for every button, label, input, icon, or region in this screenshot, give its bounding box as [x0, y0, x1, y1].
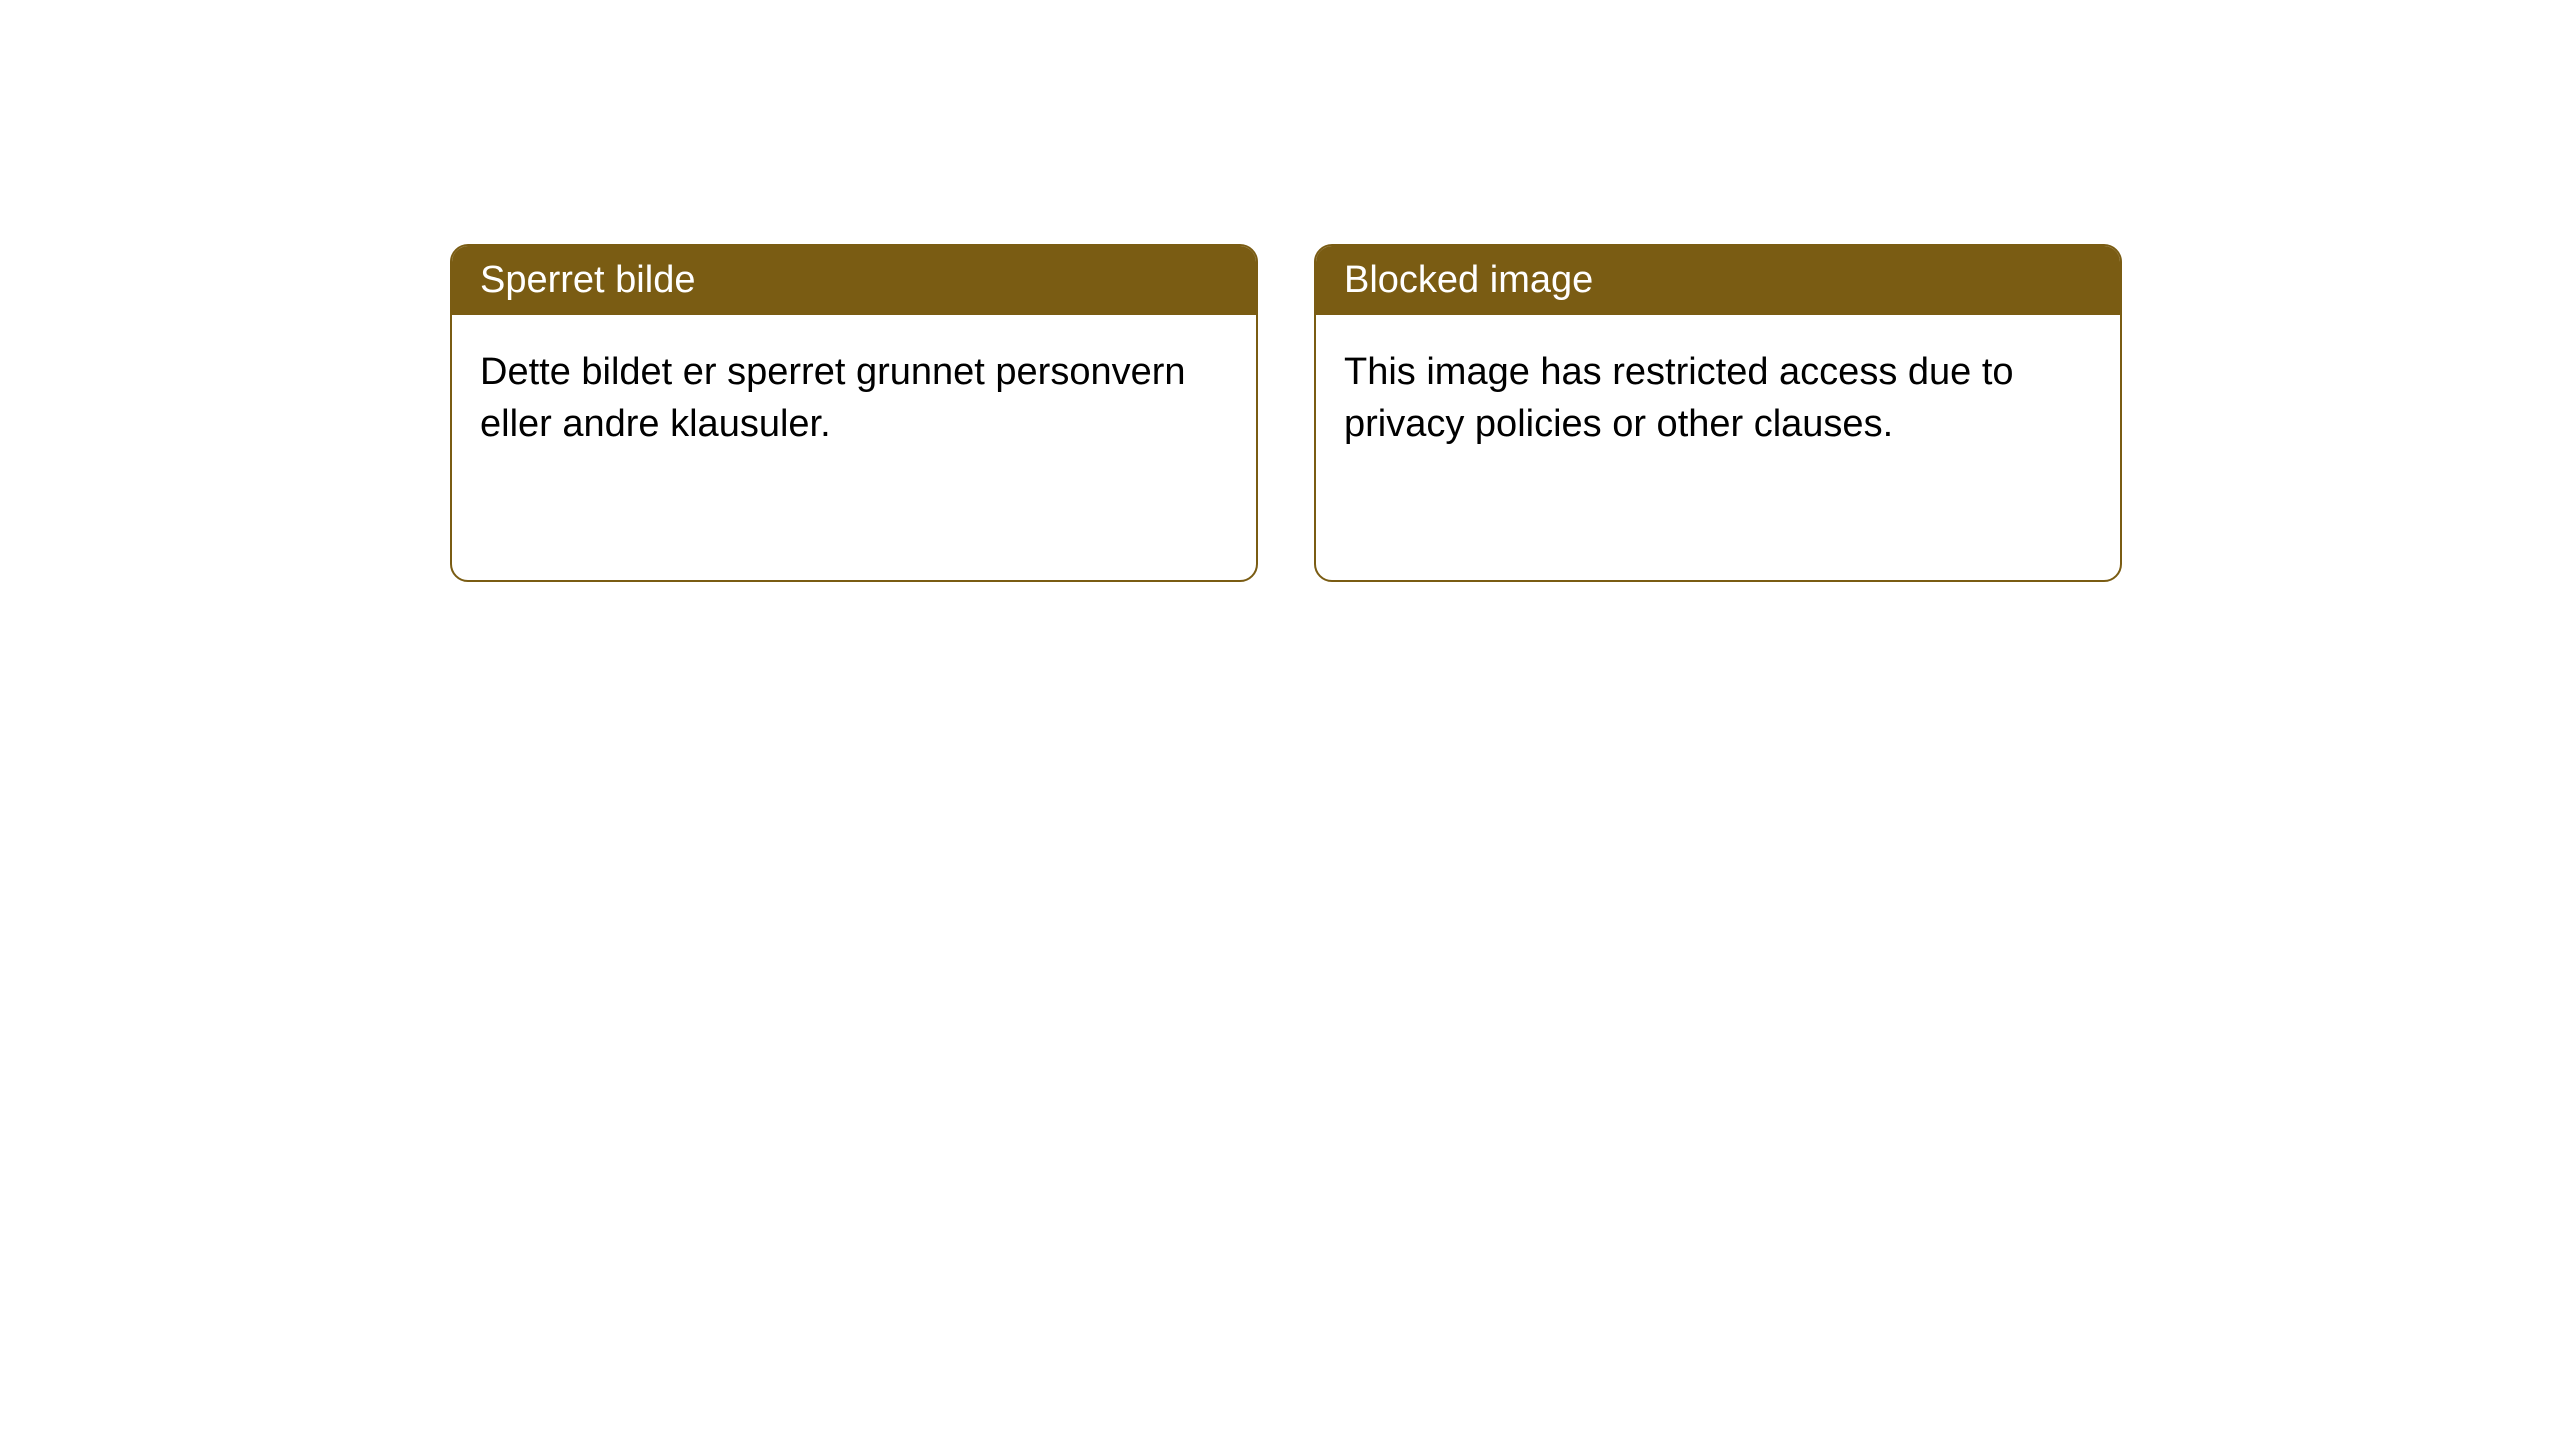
notice-header-norwegian: Sperret bilde [452, 246, 1256, 315]
notice-card-english: Blocked image This image has restricted … [1314, 244, 2122, 582]
notice-header-english: Blocked image [1316, 246, 2120, 315]
notice-body-norwegian: Dette bildet er sperret grunnet personve… [452, 315, 1256, 482]
notice-container: Sperret bilde Dette bildet er sperret gr… [0, 0, 2560, 582]
notice-body-english: This image has restricted access due to … [1316, 315, 2120, 482]
notice-card-norwegian: Sperret bilde Dette bildet er sperret gr… [450, 244, 1258, 582]
